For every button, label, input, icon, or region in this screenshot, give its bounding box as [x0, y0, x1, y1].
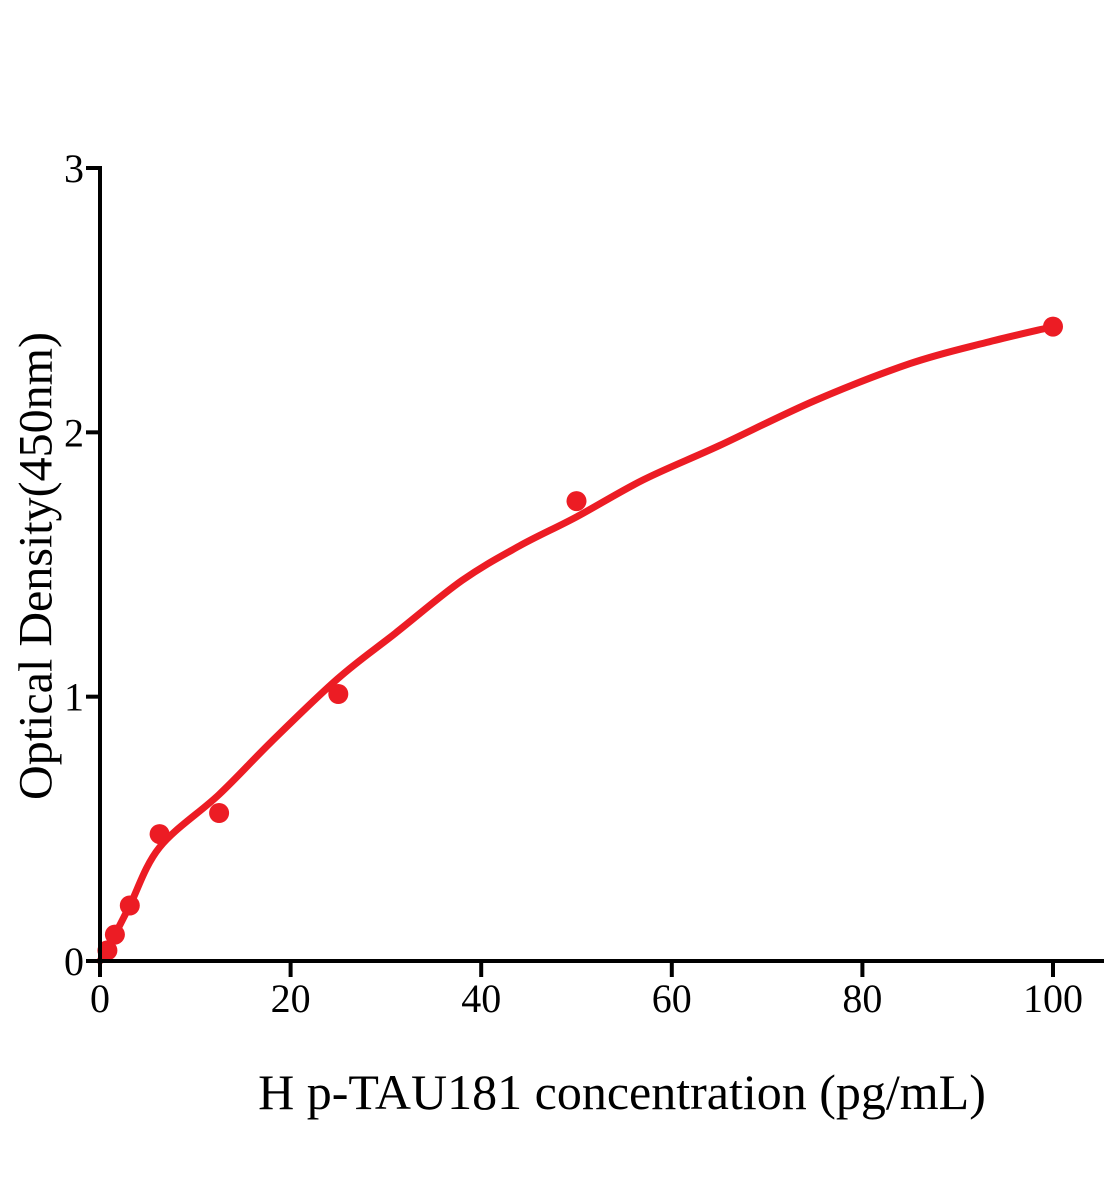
x-tick-label: 20	[271, 976, 311, 1021]
y-tick-label: 2	[64, 410, 84, 455]
x-tick-label: 40	[461, 976, 501, 1021]
x-tick-label: 100	[1023, 976, 1083, 1021]
y-tick-label: 1	[64, 675, 84, 720]
x-tick-label: 80	[842, 976, 882, 1021]
data-point	[566, 491, 587, 512]
data-point	[119, 895, 140, 916]
data-point	[104, 924, 125, 945]
data-point	[97, 940, 118, 961]
x-tick-label: 0	[90, 976, 110, 1021]
x-axis-title: H p-TAU181 concentration (pg/mL)	[258, 1064, 986, 1120]
data-point	[209, 803, 230, 823]
y-tick-label: 0	[64, 939, 84, 984]
data-point	[149, 824, 170, 845]
y-tick-label: 3	[64, 146, 84, 191]
data-point	[1043, 316, 1063, 337]
y-axis-title: Optical Density(450nm)	[9, 332, 63, 800]
x-tick-label: 60	[652, 976, 692, 1021]
data-point	[328, 684, 349, 704]
fit-curve	[96, 323, 1057, 965]
